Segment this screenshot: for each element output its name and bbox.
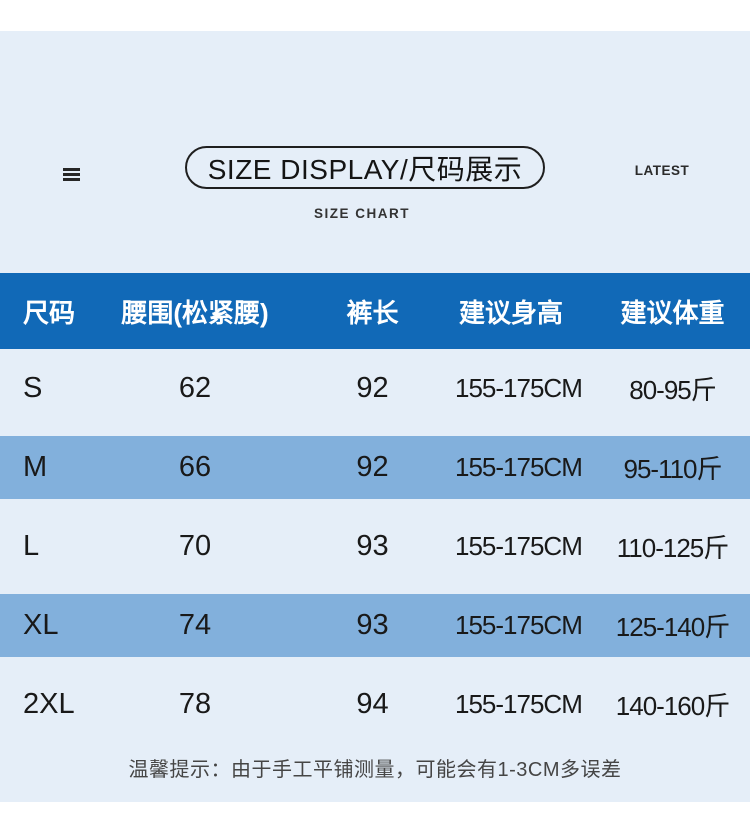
cell-weight: 95-110斤 xyxy=(623,454,722,484)
cell-height: 155-175CM xyxy=(455,531,583,561)
hamburger-bar xyxy=(63,173,80,176)
hamburger-bar xyxy=(63,168,80,171)
cell-height: 155-175CM xyxy=(455,689,583,719)
cell-height: 155-175CM xyxy=(455,373,583,403)
latest-label: LATEST xyxy=(634,163,690,178)
table-row-2XL: 2XL 78 94 155-175CM 140-160斤 xyxy=(0,665,750,744)
section-title: SIZE DISPLAY/尺码展示 xyxy=(207,153,523,185)
hamburger-bar xyxy=(63,178,80,181)
cell-length: 94 xyxy=(356,688,389,720)
cell-size: M xyxy=(23,451,48,483)
cell-waist: 66 xyxy=(178,451,212,483)
section-title-pill: SIZE DISPLAY/尺码展示 xyxy=(185,146,545,189)
cell-size: L xyxy=(23,530,40,562)
cell-weight: 140-160斤 xyxy=(615,691,730,721)
hamburger-icon xyxy=(63,168,80,181)
cell-length: 92 xyxy=(356,451,389,483)
table-row-L: L 70 93 155-175CM 110-125斤 xyxy=(0,507,750,586)
table-row-XL: XL 74 93 155-175CM 125-140斤 xyxy=(0,586,750,665)
table-row-S: S 62 92 155-175CM 80-95斤 xyxy=(0,349,750,428)
table-header-row: 尺码 腰围(松紧腰) 裤长 建议身高 建议体重 xyxy=(0,273,750,349)
cell-length: 92 xyxy=(356,372,389,404)
cell-weight: 125-140斤 xyxy=(615,612,730,642)
column-header: 建议身高 xyxy=(458,297,563,328)
cell-size: 2XL xyxy=(23,688,75,720)
cell-height: 155-175CM xyxy=(455,610,583,640)
table-row-M: M 66 92 155-175CM 95-110斤 xyxy=(0,428,750,507)
cell-height: 155-175CM xyxy=(455,452,583,482)
cell-waist: 74 xyxy=(178,609,212,641)
table-body: S 62 92 155-175CM 80-95斤 M 66 92 155-175CM 95-110… xyxy=(0,349,750,744)
cell-weight: 110-125斤 xyxy=(616,533,730,563)
cell-weight: 80-95斤 xyxy=(629,375,717,405)
section-subtitle: SIZE CHART xyxy=(314,206,410,221)
cell-length: 93 xyxy=(356,530,389,562)
column-header: 尺码 xyxy=(23,297,76,328)
column-header: 建议体重 xyxy=(620,297,725,328)
cell-length: 93 xyxy=(356,609,389,641)
cell-waist: 62 xyxy=(178,372,212,404)
cell-waist: 78 xyxy=(178,688,212,720)
measurement-note: 温馨提示：由于手工平铺测量，可能会有1-3CM多误差 xyxy=(128,759,622,781)
size-chart-section: SIZE DISPLAY/尺码展示 LATEST SIZE CHART 尺码 腰围… xyxy=(0,31,750,802)
cell-size: S xyxy=(23,372,43,404)
cell-size: XL xyxy=(23,609,59,641)
column-header: 腰围(松紧腰) xyxy=(121,297,269,328)
cell-waist: 70 xyxy=(178,530,212,562)
column-header: 裤长 xyxy=(346,297,399,328)
